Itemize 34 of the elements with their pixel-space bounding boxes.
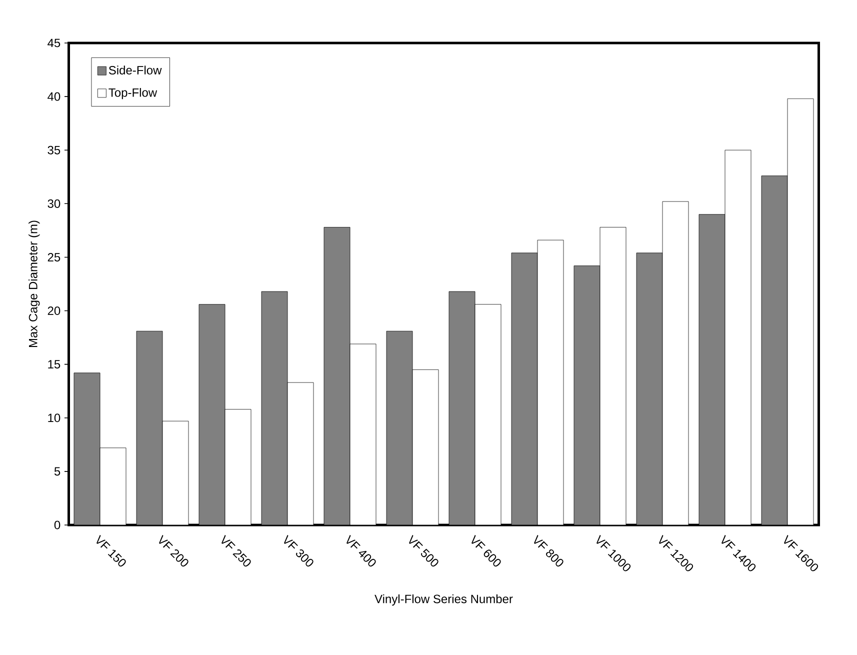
x-tick-label: VF 800	[534, 534, 564, 567]
x-tick-label: VF 500	[408, 534, 438, 567]
bar	[574, 266, 600, 525]
y-tick-label: 0	[54, 520, 60, 530]
y-tick-label: 35	[48, 146, 60, 154]
y-tick-label: 40	[48, 92, 60, 101]
y-tick-label: 20	[48, 306, 60, 316]
y-tick-label: 15	[48, 360, 60, 368]
bar	[698, 214, 726, 525]
legend-label: Side-Flow	[108, 66, 162, 74]
bar	[386, 330, 413, 525]
x-tick-label: VF 600	[471, 534, 501, 567]
bar	[74, 372, 100, 525]
y-tick-label: 25	[48, 252, 60, 262]
bar	[448, 291, 476, 525]
x-tick-label: VF 150	[96, 534, 126, 567]
x-tick-label: VF 250	[221, 534, 251, 567]
y-tick-label: 10	[48, 414, 60, 422]
y-tick-label: 5	[54, 467, 60, 476]
bar	[261, 291, 288, 525]
bar	[636, 252, 663, 525]
x-tick-label: VF 200	[158, 534, 188, 567]
bar	[761, 176, 788, 525]
y-tick-label: 30	[48, 199, 60, 208]
x-axis-title: Vinyl-Flow Series Number	[374, 594, 513, 606]
bar	[324, 227, 350, 525]
legend-label: Top-Flow	[108, 88, 158, 100]
bar	[511, 252, 538, 525]
x-tick-label: VF 400	[346, 534, 376, 567]
y-axis-title: Max Cage Diameter (m)	[28, 220, 40, 348]
y-tick-label: 45	[48, 38, 60, 48]
bar	[198, 304, 226, 525]
x-tick-label: VF 300	[284, 534, 314, 567]
bar	[136, 330, 163, 525]
